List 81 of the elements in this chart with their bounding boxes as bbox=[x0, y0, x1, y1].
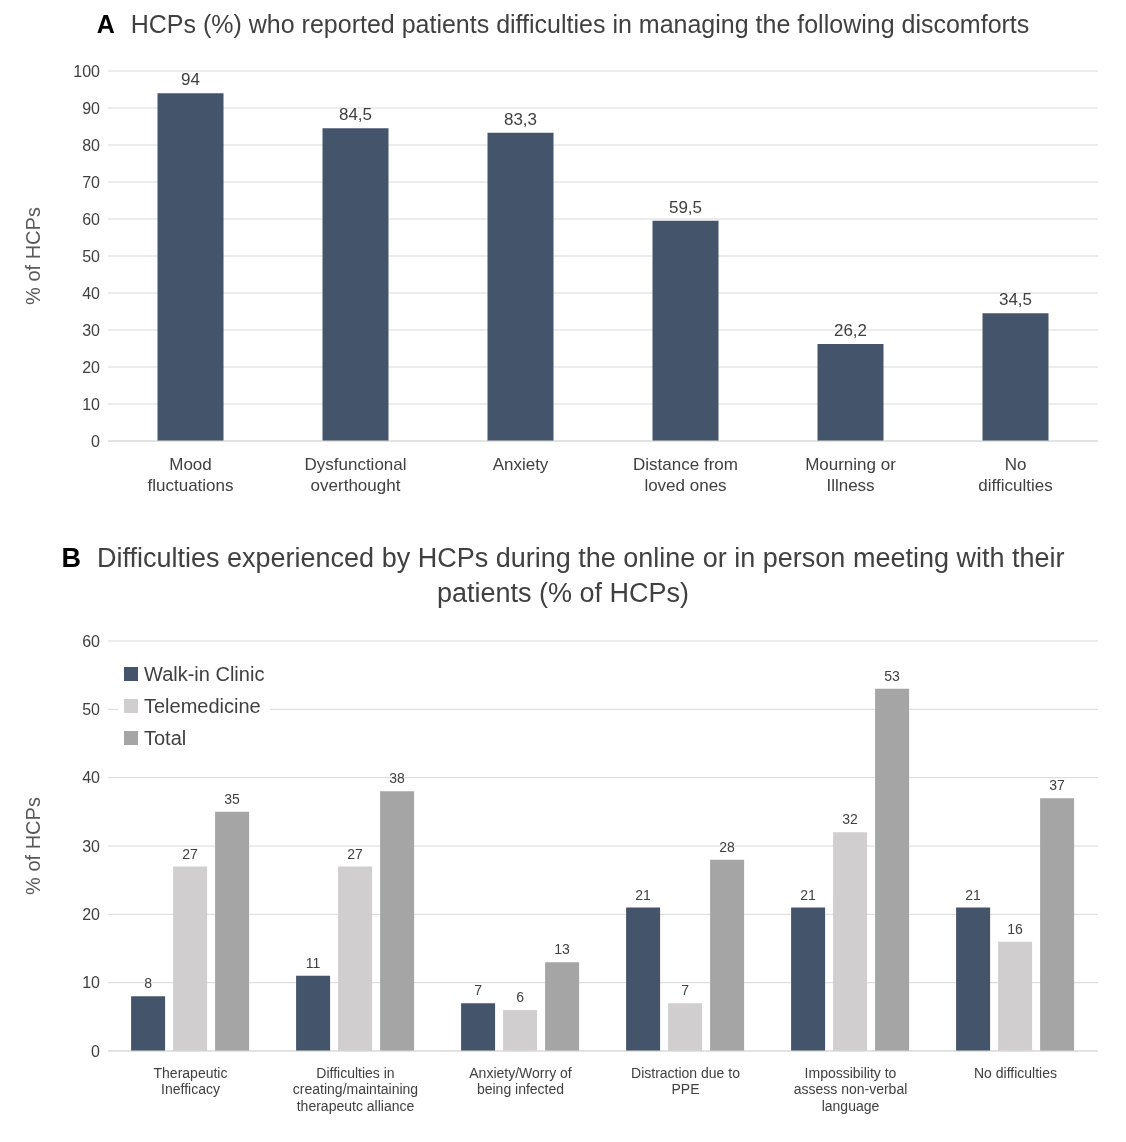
data-label: 26,2 bbox=[833, 320, 868, 340]
x-tick-label: Therapeutic Inefficacy bbox=[153, 1064, 228, 1098]
bar bbox=[461, 1002, 496, 1051]
data-label: 59,5 bbox=[668, 197, 703, 217]
bar bbox=[487, 132, 554, 441]
chart-title: HCPs (%) who reported patients difficulties in managing the following discomforts bbox=[130, 10, 1030, 38]
data-label: 34,5 bbox=[998, 289, 1033, 309]
bar bbox=[296, 975, 331, 1051]
legend-label: Telemedicine bbox=[144, 693, 261, 719]
y-tick-label: 40 bbox=[82, 284, 101, 302]
data-label: 27 bbox=[182, 845, 199, 862]
y-tick-label: 20 bbox=[82, 358, 101, 376]
y-axis-title: % of HCPs bbox=[22, 206, 45, 305]
y-tick-label: 30 bbox=[82, 321, 101, 339]
data-label: 11 bbox=[305, 954, 321, 971]
x-tick-label: Distraction due to PPE bbox=[631, 1064, 741, 1098]
x-tick-label: Mourning or Illness bbox=[805, 454, 897, 495]
bar bbox=[875, 688, 910, 1051]
y-tick-label: 0 bbox=[91, 432, 101, 450]
data-label: 21 bbox=[965, 886, 982, 903]
data-label: 83,3 bbox=[503, 109, 538, 129]
y-tick-label: 0 bbox=[91, 1042, 101, 1060]
bar bbox=[322, 127, 389, 441]
legend-label: Walk-in Clinic bbox=[144, 661, 265, 687]
chart-title: Difficulties experienced by HCPs during the online or in person meeting with their patients (% of HCPs) bbox=[96, 542, 1065, 608]
x-tick-label: No difficulties bbox=[978, 454, 1053, 495]
y-tick-label: 30 bbox=[82, 837, 101, 855]
x-tick-label: Dysfunctional overthought bbox=[304, 454, 407, 495]
bar bbox=[791, 907, 826, 1051]
bar bbox=[626, 907, 661, 1051]
y-tick-label: 40 bbox=[82, 769, 101, 787]
x-tick-label: Mood fluctuations bbox=[147, 454, 234, 495]
bar bbox=[545, 961, 580, 1051]
y-tick-label: 90 bbox=[82, 99, 101, 117]
data-label: 32 bbox=[842, 811, 859, 828]
data-label: 94 bbox=[181, 69, 200, 89]
y-tick-label: 10 bbox=[82, 974, 101, 992]
bar bbox=[956, 907, 991, 1051]
y-tick-label: 50 bbox=[82, 700, 101, 718]
data-label: 28 bbox=[719, 838, 736, 855]
y-tick-label: 80 bbox=[82, 136, 101, 154]
data-label: 27 bbox=[347, 845, 364, 862]
data-label: 7 bbox=[474, 981, 483, 998]
x-tick-label: Impossibility to assess non-verbal language bbox=[793, 1064, 908, 1114]
bar bbox=[710, 859, 745, 1051]
data-label: 13 bbox=[554, 940, 571, 957]
data-label: 16 bbox=[1007, 920, 1024, 937]
data-label: 84,5 bbox=[338, 104, 373, 124]
data-label: 7 bbox=[681, 981, 690, 998]
text: A bbox=[96, 10, 115, 38]
text: B bbox=[61, 542, 81, 573]
y-tick-label: 60 bbox=[82, 632, 101, 650]
data-label: 37 bbox=[1049, 776, 1066, 793]
bar bbox=[982, 312, 1049, 441]
y-axis-title: % of HCPs bbox=[22, 796, 45, 895]
bar bbox=[817, 343, 884, 441]
x-tick-label: Distance from loved ones bbox=[633, 454, 738, 495]
data-label: 8 bbox=[144, 975, 153, 992]
y-tick-label: 100 bbox=[73, 62, 101, 80]
y-tick-label: 10 bbox=[82, 395, 101, 413]
x-tick-label: Anxiety bbox=[492, 454, 549, 474]
bar bbox=[157, 92, 224, 441]
bar bbox=[652, 220, 719, 441]
y-tick-label: 50 bbox=[82, 247, 101, 265]
data-label: 38 bbox=[389, 770, 406, 787]
legend-label: Total bbox=[144, 725, 187, 751]
data-label: 53 bbox=[884, 667, 901, 684]
bar bbox=[215, 811, 250, 1051]
data-label: 6 bbox=[516, 988, 525, 1005]
bar bbox=[380, 791, 415, 1051]
y-tick-label: 20 bbox=[82, 905, 101, 923]
y-tick-label: 60 bbox=[82, 210, 101, 228]
x-tick-label: No difficulties bbox=[973, 1064, 1058, 1081]
x-tick-label: Difficulties in creating/maintaining therapeutc alliance bbox=[292, 1064, 419, 1114]
data-label: 21 bbox=[800, 886, 817, 903]
x-tick-label: Anxiety/Worry of being infected bbox=[469, 1064, 572, 1098]
data-label: 21 bbox=[635, 886, 652, 903]
y-tick-label: 70 bbox=[82, 173, 101, 191]
data-label: 35 bbox=[224, 790, 241, 807]
bar bbox=[1040, 797, 1075, 1051]
bar bbox=[131, 996, 166, 1051]
